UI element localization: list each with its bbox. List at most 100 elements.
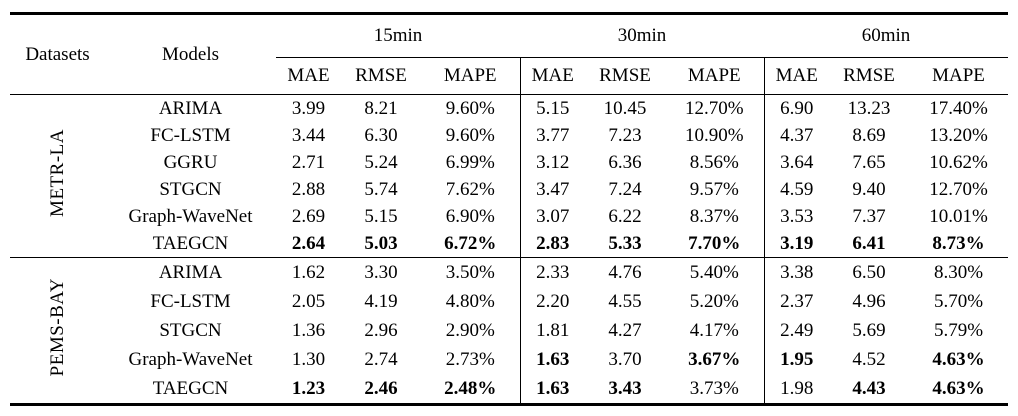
metric-value: 3.07 bbox=[519, 203, 585, 230]
metric-value: 5.03 bbox=[364, 232, 398, 254]
metric-value: 2.96 bbox=[364, 319, 398, 341]
results-table: Datasets Models 15min 30min 60min MAE RM… bbox=[10, 12, 1008, 406]
metric-value: 3.43 bbox=[608, 377, 642, 399]
horizon-header-60min: 60min bbox=[764, 13, 1008, 58]
metric-value: 4.27 bbox=[608, 319, 642, 341]
model-name: FC-LSTM bbox=[150, 290, 231, 312]
metric-value: 8.56% bbox=[689, 151, 739, 173]
metric-value: 3.12 bbox=[519, 149, 585, 176]
table-header: Datasets Models 15min 30min 60min MAE RM… bbox=[10, 13, 1008, 95]
metric-value: 2.69 bbox=[291, 205, 326, 227]
metric-value: 5.74 bbox=[364, 178, 398, 200]
horizon-header-30min: 30min bbox=[520, 13, 764, 58]
dataset-section: METR-LA ARIMA 3.99 8.21 9.60% 5.15 10.45 12.70%… bbox=[10, 94, 1008, 258]
metric-value: 4.17% bbox=[689, 319, 739, 341]
dataset-section: PEMS-BAY ARIMA 1.62 3.30 3.50% 2.33 4.76 5.40% 3… bbox=[10, 257, 1008, 405]
metric-value: 4.52 bbox=[852, 348, 886, 370]
metric-header-rmse: RMSE bbox=[585, 57, 665, 95]
header-row-metrics: MAE RMSE MAPE MAE RMSE MAPE MAE RMSE MAP… bbox=[10, 57, 1008, 95]
header-row-horizons: Datasets Models 15min 30min 60min bbox=[10, 13, 1008, 95]
metric-header-rmse: RMSE bbox=[341, 57, 421, 95]
model-name: Graph-WaveNet bbox=[128, 205, 253, 227]
metric-value: 13.20% bbox=[929, 124, 988, 146]
metric-value: 17.40% bbox=[929, 97, 988, 119]
metric-value: 4.76 bbox=[585, 257, 665, 287]
metric-value: 2.74 bbox=[364, 348, 398, 370]
metric-value: 4.59 bbox=[763, 176, 829, 203]
metric-value: 5.15 bbox=[364, 205, 398, 227]
metric-value: 5.69 bbox=[852, 319, 886, 341]
metric-value: 10.45 bbox=[603, 97, 647, 119]
metric-value: 2.90% bbox=[445, 319, 495, 341]
model-name: ARIMA bbox=[105, 257, 276, 287]
table-row: TAEGCN 2.64 5.03 6.72% 2.83 5.33 7.70% 3.19 6.41… bbox=[10, 230, 1008, 258]
metric-header-mape: MAPE bbox=[421, 57, 520, 95]
model-name: TAEGCN bbox=[152, 232, 229, 254]
metric-value: 3.38 bbox=[763, 257, 829, 287]
metric-value: 7.65 bbox=[852, 151, 886, 173]
metric-value: 12.70% bbox=[929, 178, 988, 200]
metric-value: 2.71 bbox=[291, 151, 326, 173]
horizon-header-15min: 15min bbox=[276, 13, 520, 58]
metric-value: 2.64 bbox=[291, 232, 326, 254]
metric-header-mae: MAE bbox=[763, 57, 829, 95]
metric-value: 9.60% bbox=[445, 124, 495, 146]
metric-value: 1.30 bbox=[291, 348, 326, 370]
metric-value: 1.95 bbox=[763, 345, 829, 374]
table-row: PEMS-BAY ARIMA 1.62 3.30 3.50% 2.33 4.76 5.40% 3… bbox=[10, 257, 1008, 405]
metric-value: 2.37 bbox=[763, 287, 829, 316]
metric-value: 1.63 bbox=[519, 374, 585, 405]
table-row: FC-LSTM 2.05 4.19 4.80% 2.20 4.55 5.20% 2.37 4.9… bbox=[10, 287, 1008, 316]
model-name: STGCN bbox=[159, 178, 222, 200]
metric-value: 2.83 bbox=[519, 230, 585, 258]
metric-value: 5.70% bbox=[933, 290, 984, 312]
metric-value: 2.33 bbox=[519, 257, 585, 287]
table-row: Graph-WaveNet 1.30 2.74 2.73% 1.63 3.70 3.67% 1… bbox=[10, 345, 1008, 374]
metric-value: 3.47 bbox=[519, 176, 585, 203]
metric-value: 2.73% bbox=[445, 348, 495, 370]
metric-header-rmse: RMSE bbox=[829, 57, 909, 95]
metric-value: 8.73% bbox=[932, 232, 985, 254]
table-row: TAEGCN 1.23 2.46 2.48% 1.63 3.43 3.73% 1.98 4.43… bbox=[10, 374, 1008, 405]
metric-value: 4.63% bbox=[932, 377, 985, 399]
metric-value: 5.20% bbox=[689, 290, 739, 312]
metric-value: 5.79% bbox=[933, 319, 984, 341]
dataset-label: PEMS-BAY bbox=[10, 257, 105, 405]
metric-value: 7.62% bbox=[445, 178, 495, 200]
metric-value: 10.62% bbox=[929, 151, 988, 173]
metric-value: 3.50% bbox=[421, 257, 520, 287]
metric-value: 3.53 bbox=[763, 203, 829, 230]
metric-value: 2.20 bbox=[519, 287, 585, 316]
model-name: TAEGCN bbox=[152, 377, 229, 399]
metric-value: 8.37% bbox=[689, 205, 739, 227]
col-header-models: Models bbox=[105, 13, 276, 95]
dataset-label-text: METR-LA bbox=[46, 129, 68, 217]
metric-value: 5.15 bbox=[519, 94, 585, 122]
metric-value: 13.23 bbox=[847, 97, 891, 119]
metric-value: 1.98 bbox=[763, 374, 829, 405]
metric-value: 6.50 bbox=[829, 257, 909, 287]
metric-value: 3.73% bbox=[689, 377, 739, 399]
table-row: FC-LSTM 3.44 6.30 9.60% 3.77 7.23 10.90% 4.37 8.… bbox=[10, 122, 1008, 149]
metric-value: 2.05 bbox=[291, 290, 326, 312]
metric-value: 9.57% bbox=[689, 178, 739, 200]
dataset-label-text: PEMS-BAY bbox=[46, 278, 68, 377]
col-header-datasets: Datasets bbox=[10, 13, 105, 95]
metric-value: 4.37 bbox=[763, 122, 829, 149]
metric-value: 9.60% bbox=[445, 97, 495, 119]
metric-value: 6.99% bbox=[445, 151, 495, 173]
metric-value: 12.70% bbox=[684, 97, 744, 119]
metric-value: 3.19 bbox=[763, 230, 829, 258]
metric-value: 3.67% bbox=[688, 348, 741, 370]
metric-value: 2.48% bbox=[444, 377, 497, 399]
metric-value: 4.96 bbox=[852, 290, 886, 312]
metric-value: 2.49 bbox=[763, 316, 829, 345]
metric-value: 1.63 bbox=[519, 345, 585, 374]
metric-value: 3.70 bbox=[608, 348, 642, 370]
metric-value: 4.19 bbox=[364, 290, 398, 312]
metric-value: 8.30% bbox=[909, 257, 1008, 287]
metric-value: 10.90% bbox=[684, 124, 744, 146]
model-name: Graph-WaveNet bbox=[128, 348, 253, 370]
table-row: STGCN 2.88 5.74 7.62% 3.47 7.24 9.57% 4.59 9.40 1… bbox=[10, 176, 1008, 203]
